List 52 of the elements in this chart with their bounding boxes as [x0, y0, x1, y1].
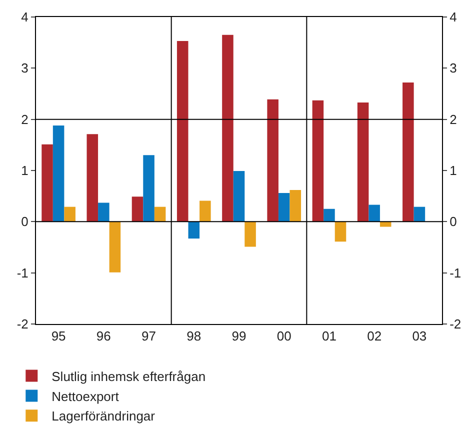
- bar: [267, 99, 278, 222]
- x-tick-label: 01: [322, 328, 336, 344]
- bar: [357, 102, 369, 222]
- y2-tick-label: -2: [450, 316, 462, 332]
- y-tick-label: 3: [21, 60, 28, 76]
- bar: [52, 125, 64, 222]
- bar: [154, 206, 166, 222]
- x-tick-label: 02: [367, 328, 382, 344]
- y-tick-label: -1: [16, 265, 28, 280]
- bar: [312, 100, 324, 222]
- bar: [200, 200, 211, 222]
- bar: [414, 206, 426, 222]
- x-tick-label: 95: [51, 328, 66, 344]
- y2-tick-label: 2: [450, 112, 457, 127]
- y-tick-label: -2: [16, 316, 28, 332]
- bar: [368, 204, 380, 222]
- bar: [143, 155, 154, 222]
- bar: [244, 222, 256, 247]
- y2-tick-label: 3: [450, 60, 457, 76]
- legend-label: Lagerförändringar: [52, 408, 156, 424]
- y2-tick-label: 1: [450, 163, 457, 178]
- bar: [176, 41, 188, 222]
- bar: [233, 171, 245, 222]
- bar: [324, 208, 335, 222]
- x-tick-label: 99: [232, 328, 246, 344]
- bar: [64, 206, 76, 222]
- y-tick-label: 4: [21, 10, 28, 25]
- bar: [402, 82, 414, 222]
- bar: [132, 196, 144, 222]
- x-tick-label: 98: [186, 328, 202, 344]
- x-tick-label: 97: [142, 328, 156, 344]
- bar: [42, 144, 53, 222]
- legend-label: Nettoexport: [52, 388, 120, 404]
- bar: [109, 222, 121, 272]
- legend-label: Slutlig inhemsk efterfrågan: [52, 368, 206, 384]
- y2-tick-label: 0: [450, 214, 457, 230]
- y-tick-label: 2: [21, 112, 28, 127]
- bar: [98, 202, 110, 222]
- bar: [188, 222, 200, 239]
- x-tick-label: 03: [412, 328, 427, 344]
- y2-tick-label: -1: [450, 265, 462, 280]
- x-tick-label: 96: [96, 328, 111, 344]
- y-tick-label: 1: [21, 163, 28, 178]
- y-tick-label: 0: [21, 214, 28, 230]
- bar: [222, 34, 234, 222]
- bar: [380, 222, 392, 227]
- y2-tick-label: 4: [450, 10, 457, 25]
- bar: [86, 134, 98, 222]
- bar: [278, 193, 290, 222]
- bar: [290, 190, 302, 222]
- x-tick-label: 00: [276, 328, 292, 344]
- bar: [334, 222, 346, 242]
